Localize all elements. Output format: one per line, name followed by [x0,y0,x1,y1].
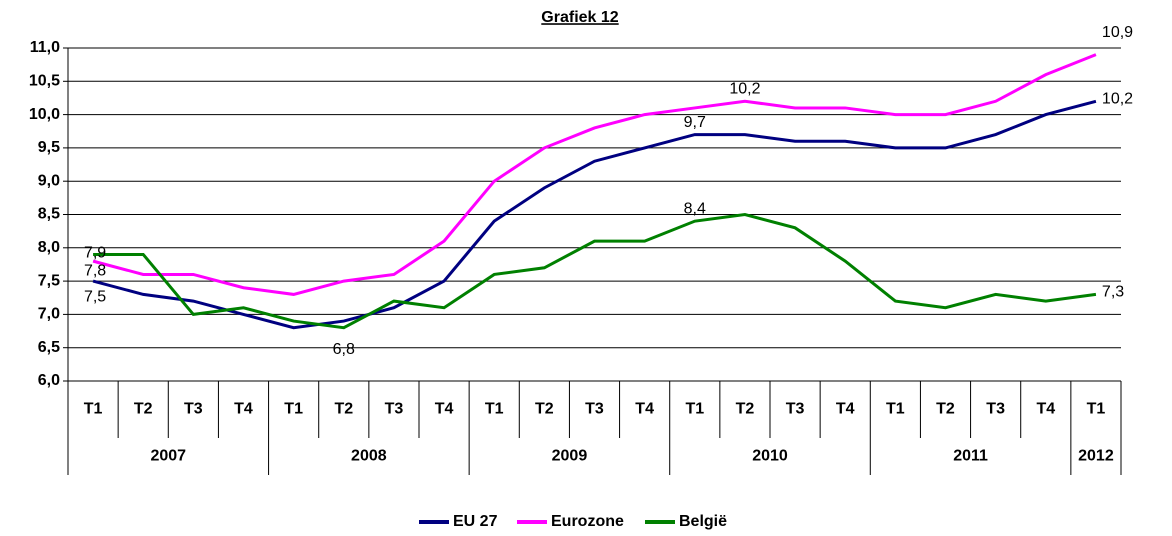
chart-title: Grafiek 12 [541,9,618,26]
x-tick-label: T1 [84,401,103,418]
data-label: 10,9 [1102,24,1133,41]
data-label: 9,7 [684,114,706,131]
x-tick-label: T2 [334,401,353,418]
x-tick-label: T2 [736,401,755,418]
x-tick-label: T3 [986,401,1005,418]
group-label: 2010 [752,448,788,465]
y-tick-label: 6,5 [38,339,60,356]
group-label: 2009 [552,448,588,465]
x-tick-label: T4 [635,401,654,418]
x-tick-label: T1 [886,401,905,418]
y-tick-label: 8,5 [38,206,60,223]
x-tick-label: T3 [385,401,404,418]
y-tick-label: 9,0 [38,172,60,189]
y-tick-label: 7,5 [38,272,60,289]
x-tick-label: T2 [936,401,955,418]
y-tick-label: 11,0 [30,39,60,56]
legend-label: Eurozone [551,513,624,530]
legend-label: EU 27 [453,513,498,530]
group-label: 2008 [351,448,387,465]
data-label: 6,8 [333,341,355,358]
data-label: 7,5 [84,288,106,305]
data-label: 7,3 [1102,284,1124,301]
y-tick-label: 9,5 [38,139,60,156]
x-tick-label: T3 [786,401,805,418]
data-label: 10,2 [1102,90,1133,107]
x-tick-label: T4 [234,401,253,418]
y-tick-label: 8,0 [38,239,60,256]
group-label: 2007 [150,448,186,465]
x-tick-label: T2 [535,401,554,418]
data-label: 7,8 [84,262,106,279]
x-tick-label: T1 [1087,401,1106,418]
x-tick-label: T1 [685,401,704,418]
series-line [92,53,1097,296]
data-label: 10,2 [729,80,760,97]
group-label: 2012 [1078,448,1114,465]
series-line [92,99,1097,330]
data-label: 7,9 [84,245,106,262]
y-tick-label: 7,0 [38,306,60,323]
y-tick-label: 10,5 [29,73,60,90]
legend-label: België [679,513,727,530]
x-tick-label: T1 [284,401,303,418]
x-tick-label: T4 [1036,401,1055,418]
y-tick-label: 10,0 [29,106,60,123]
x-tick-label: T3 [184,401,203,418]
data-label: 8,4 [684,200,706,217]
x-tick-label: T4 [435,401,454,418]
series-line [93,212,1097,330]
x-tick-label: T3 [585,401,604,418]
x-tick-label: T2 [134,401,153,418]
x-tick-label: T4 [836,401,855,418]
group-label: 2011 [953,448,988,465]
y-tick-label: 6,0 [38,372,60,389]
x-tick-label: T1 [485,401,504,418]
